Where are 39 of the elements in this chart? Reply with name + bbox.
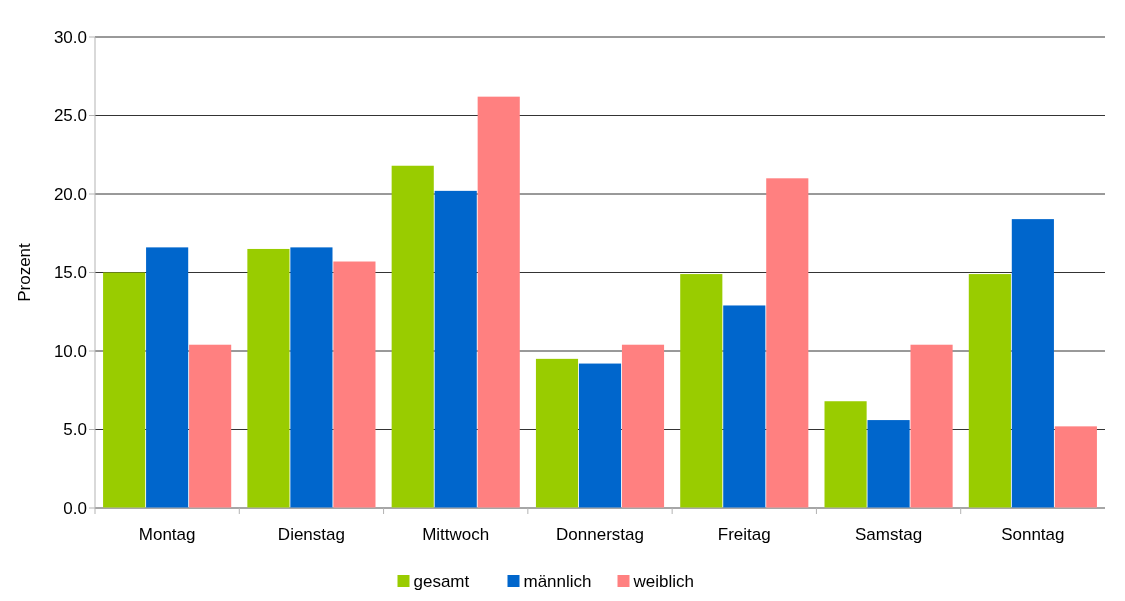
bar <box>824 401 867 508</box>
y-tick-label: 10.0 <box>53 341 87 361</box>
legend-label: gesamt <box>413 572 470 591</box>
bar <box>103 272 146 508</box>
y-tick-label: 0.0 <box>63 498 87 518</box>
bar <box>391 165 434 508</box>
bar <box>535 358 579 508</box>
bar <box>867 420 910 508</box>
y-tick-label: 30.0 <box>53 27 87 47</box>
x-tick-label: Mittwoch <box>422 525 490 544</box>
bar <box>247 248 290 508</box>
bar <box>766 178 809 508</box>
y-axis-title: Prozent <box>15 242 34 302</box>
bar <box>723 305 766 508</box>
bar <box>477 96 520 508</box>
x-tick-label: Sonntag <box>1001 525 1065 544</box>
legend-label: männlich <box>523 572 592 591</box>
x-tick-label: Montag <box>138 525 196 544</box>
legend-label: weiblich <box>632 572 694 591</box>
y-tick-label: 15.0 <box>53 263 87 283</box>
bar <box>434 190 477 508</box>
bar <box>189 344 232 508</box>
bar <box>1011 219 1054 508</box>
bar <box>680 274 723 508</box>
bar <box>578 363 622 508</box>
bar <box>910 344 953 508</box>
x-tick-label: Dienstag <box>277 525 345 544</box>
bar <box>290 247 333 508</box>
bar <box>333 261 376 508</box>
bar <box>621 344 665 508</box>
y-tick-label: 25.0 <box>53 106 87 126</box>
y-tick-label: 20.0 <box>53 184 87 204</box>
bar <box>968 274 1011 508</box>
y-tick-label: 5.0 <box>63 420 87 440</box>
x-tick-label: Freitag <box>717 525 771 544</box>
x-tick-label: Samstag <box>855 525 923 544</box>
bar <box>1054 426 1097 508</box>
bar <box>146 247 189 508</box>
x-tick-label: Donnerstag <box>556 525 644 544</box>
